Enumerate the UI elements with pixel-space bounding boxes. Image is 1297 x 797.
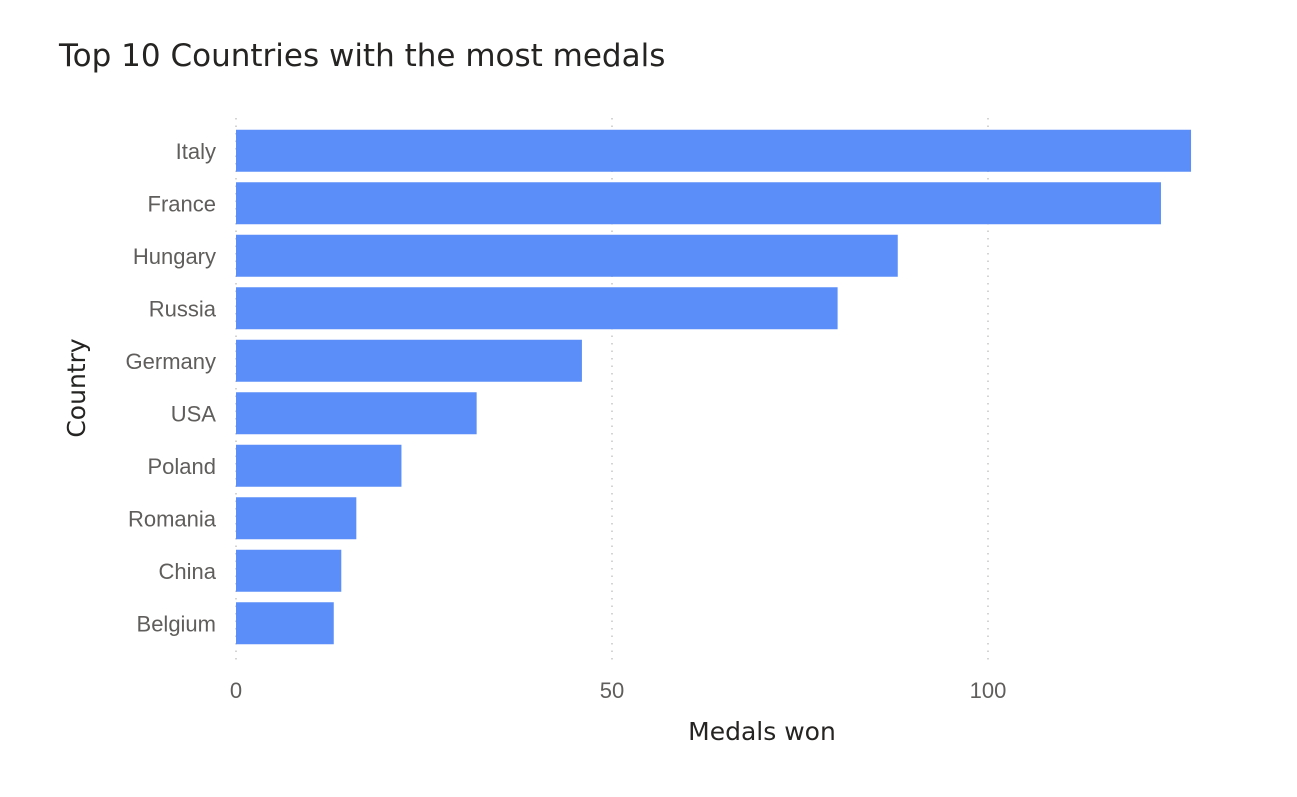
bar-romania[interactable] — [236, 497, 357, 540]
y-axis-title: Country — [62, 338, 91, 438]
bar-germany[interactable] — [236, 339, 582, 382]
bar-france[interactable] — [236, 182, 1161, 225]
bar-russia[interactable] — [236, 287, 838, 330]
y-tick-label: Italy — [176, 139, 216, 164]
bar-belgium[interactable] — [236, 602, 334, 645]
x-tick-label: 50 — [600, 678, 624, 703]
bar-poland[interactable] — [236, 444, 402, 487]
y-tick-label: Poland — [147, 454, 216, 479]
y-tick-label: Hungary — [133, 244, 216, 269]
bar-hungary[interactable] — [236, 234, 898, 277]
y-tick-label: China — [159, 559, 217, 584]
x-tick-label: 100 — [970, 678, 1007, 703]
bar-usa[interactable] — [236, 392, 477, 435]
y-tick-label: Germany — [126, 349, 216, 374]
x-tick-label: 0 — [230, 678, 242, 703]
category-labels: Italy France Hungary Russia Germany USA Poland… — [126, 139, 217, 637]
y-tick-label: France — [148, 191, 216, 216]
bar-italy[interactable] — [236, 129, 1192, 172]
y-tick-label: USA — [171, 401, 217, 426]
y-tick-label: Romania — [128, 506, 217, 531]
x-tick-labels: 0 50 100 — [230, 678, 1006, 703]
bars — [236, 129, 1192, 645]
bar-china[interactable] — [236, 549, 342, 592]
y-tick-label: Russia — [149, 296, 217, 321]
x-axis-title: Medals won — [688, 717, 836, 746]
chart-title: Top 10 Countries with the most medals — [59, 38, 666, 74]
y-tick-label: Belgium — [137, 611, 216, 636]
